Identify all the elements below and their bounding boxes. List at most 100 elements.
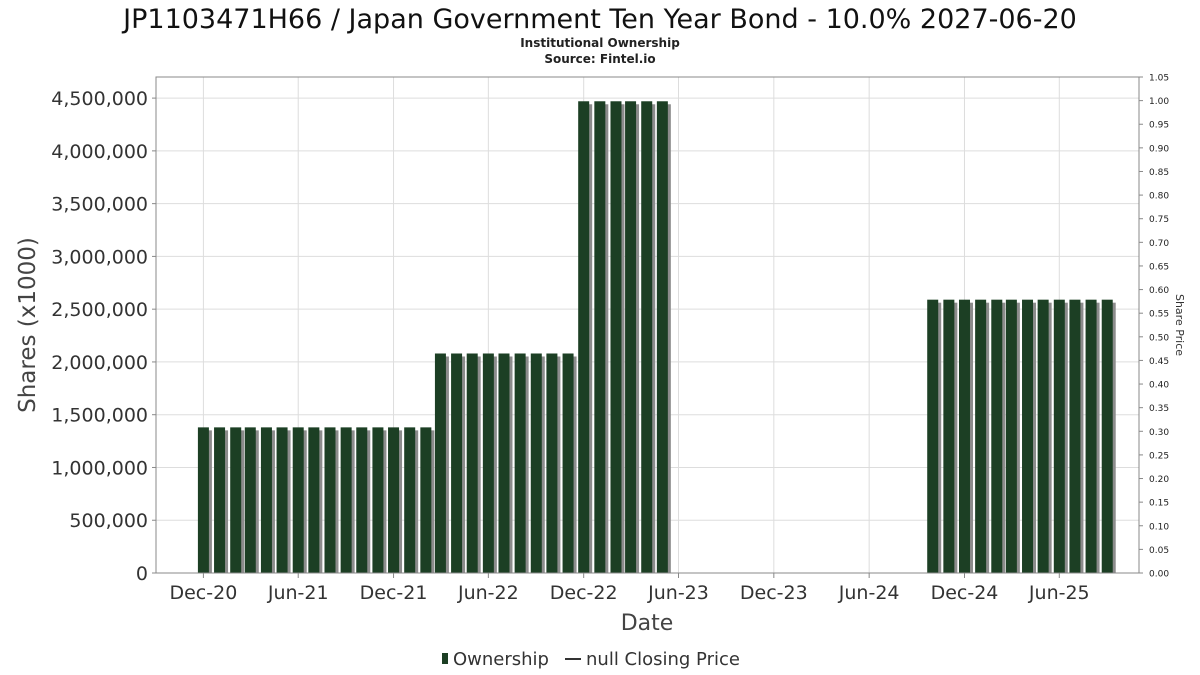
x-tick-label: Dec-23: [740, 582, 808, 604]
ownership-bar: [308, 427, 320, 573]
ownership-bar: [927, 299, 939, 573]
ownership-bar: [1101, 299, 1113, 573]
y-tick-label: 4,500,000: [51, 88, 148, 110]
y2-tick-label: 0.05: [1149, 546, 1169, 556]
chart-subtitle-ownership: Institutional Ownership: [520, 36, 680, 50]
x-tick-label: Dec-21: [360, 582, 428, 604]
ownership-bar: [340, 427, 352, 573]
ownership-bar: [1005, 299, 1017, 573]
y2-tick-label: 0.55: [1149, 310, 1169, 320]
ownership-bar: [197, 427, 209, 573]
chart-subtitle-source: Source: Fintel.io: [544, 52, 655, 66]
ownership-bar: [482, 353, 494, 573]
ownership-bar: [546, 353, 558, 573]
y2-axis-label: Share Price: [1173, 294, 1186, 356]
y2-tick-label: 0.30: [1149, 428, 1169, 438]
y-tick-label: 3,000,000: [51, 246, 148, 268]
y2-tick-label: 0.95: [1149, 121, 1169, 131]
y2-axis-ticks: 0.00 0.05 0.10 0.15 0.20 0.25 0.30 0.35 0.40 0.45…: [1139, 74, 1169, 580]
x-tick-label: Jun-22: [457, 582, 519, 604]
y2-tick-label: 0.15: [1149, 499, 1169, 509]
ownership-bar: [958, 299, 970, 573]
y2-tick-label: 0.10: [1149, 522, 1169, 532]
y-axis-label: Shares (x1000): [15, 237, 41, 413]
y-tick-label: 1,000,000: [51, 457, 148, 479]
ownership-bar: [466, 353, 478, 573]
ownership-bar: [260, 427, 272, 573]
ownership-bar: [230, 427, 242, 573]
ownership-bar: [214, 427, 226, 573]
y2-tick-label: 0.50: [1149, 333, 1169, 343]
ownership-bar: [1022, 299, 1034, 573]
ownership-bar: [420, 427, 432, 573]
y2-tick-label: 0.20: [1149, 475, 1169, 485]
y2-tick-label: 0.35: [1149, 404, 1169, 414]
y-tick-label: 2,500,000: [51, 299, 148, 321]
x-tick-label: Jun-24: [838, 582, 900, 604]
y2-tick-label: 0.00: [1149, 570, 1169, 580]
ownership-bar: [404, 427, 416, 573]
ownership-bar: [324, 427, 336, 573]
ownership-bar: [451, 353, 463, 573]
y-tick-label: 4,000,000: [51, 141, 148, 163]
y2-tick-label: 0.90: [1149, 144, 1169, 154]
y2-tick-label: 0.85: [1149, 168, 1169, 178]
legend-price-label: null Closing Price: [586, 649, 740, 670]
x-tick-label: Jun-25: [1028, 582, 1090, 604]
y2-tick-label: 0.75: [1149, 215, 1169, 225]
ownership-bar: [656, 101, 668, 573]
ownership-bar: [276, 427, 288, 573]
ownership-bar: [388, 427, 400, 573]
ownership-bar: [641, 101, 653, 573]
ownership-bar: [372, 427, 384, 573]
y2-tick-label: 0.45: [1149, 357, 1169, 367]
y-tick-label: 1,500,000: [51, 405, 148, 427]
y2-tick-label: 1.05: [1149, 74, 1169, 84]
chart-title: JP1103471H66 / Japan Government Ten Year…: [121, 4, 1077, 35]
y2-tick-label: 0.80: [1149, 192, 1169, 202]
ownership-bar: [292, 427, 304, 573]
y-tick-label: 500,000: [69, 510, 148, 532]
x-tick-label: Dec-24: [931, 582, 999, 604]
x-tick-label: Dec-22: [550, 582, 618, 604]
ownership-bar: [578, 101, 590, 573]
y-axis-ticks: 0 500,000 1,000,000 1,500,000 2,000,000 2,500…: [51, 88, 156, 585]
y-tick-label: 0: [136, 563, 148, 585]
legend-ownership-swatch: [442, 653, 448, 664]
ownership-bar: [1053, 299, 1065, 573]
ownership-bar: [498, 353, 510, 573]
ownership-bar: [594, 101, 606, 573]
ownership-bar: [943, 299, 955, 573]
ownership-bar: [975, 299, 987, 573]
ownership-bar: [514, 353, 526, 573]
ownership-bar: [434, 353, 446, 573]
y2-tick-label: 0.25: [1149, 451, 1169, 461]
ownership-bar: [1037, 299, 1049, 573]
x-axis-label: Date: [621, 611, 674, 636]
ownership-bar: [530, 353, 542, 573]
y2-tick-label: 0.70: [1149, 239, 1169, 249]
y2-tick-label: 1.00: [1149, 97, 1169, 107]
y2-tick-label: 0.40: [1149, 381, 1169, 391]
x-tick-label: Jun-23: [647, 582, 709, 604]
y-tick-label: 2,000,000: [51, 352, 148, 374]
legend-ownership-label: Ownership: [453, 649, 549, 670]
x-tick-label: Dec-20: [169, 582, 237, 604]
ownership-bar: [562, 353, 574, 573]
ownership-bar: [625, 101, 637, 573]
ownership-bar: [1085, 299, 1097, 573]
ownership-bar: [1069, 299, 1081, 573]
ownership-bar: [610, 101, 622, 573]
bars: [197, 101, 1116, 573]
legend: Ownership null Closing Price: [442, 649, 740, 670]
ownership-bar: [991, 299, 1003, 573]
y2-tick-label: 0.60: [1149, 286, 1169, 296]
x-axis-ticks: Dec-20 Jun-21 Dec-21 Jun-22 Dec-22 Jun-23 Dec-…: [169, 573, 1090, 604]
plot-area-frame: [155, 76, 1140, 574]
ownership-bar: [244, 427, 256, 573]
ownership-bar: [356, 427, 368, 573]
y-tick-label: 3,500,000: [51, 194, 148, 216]
y2-tick-label: 0.65: [1149, 262, 1169, 272]
x-tick-label: Jun-21: [267, 582, 329, 604]
